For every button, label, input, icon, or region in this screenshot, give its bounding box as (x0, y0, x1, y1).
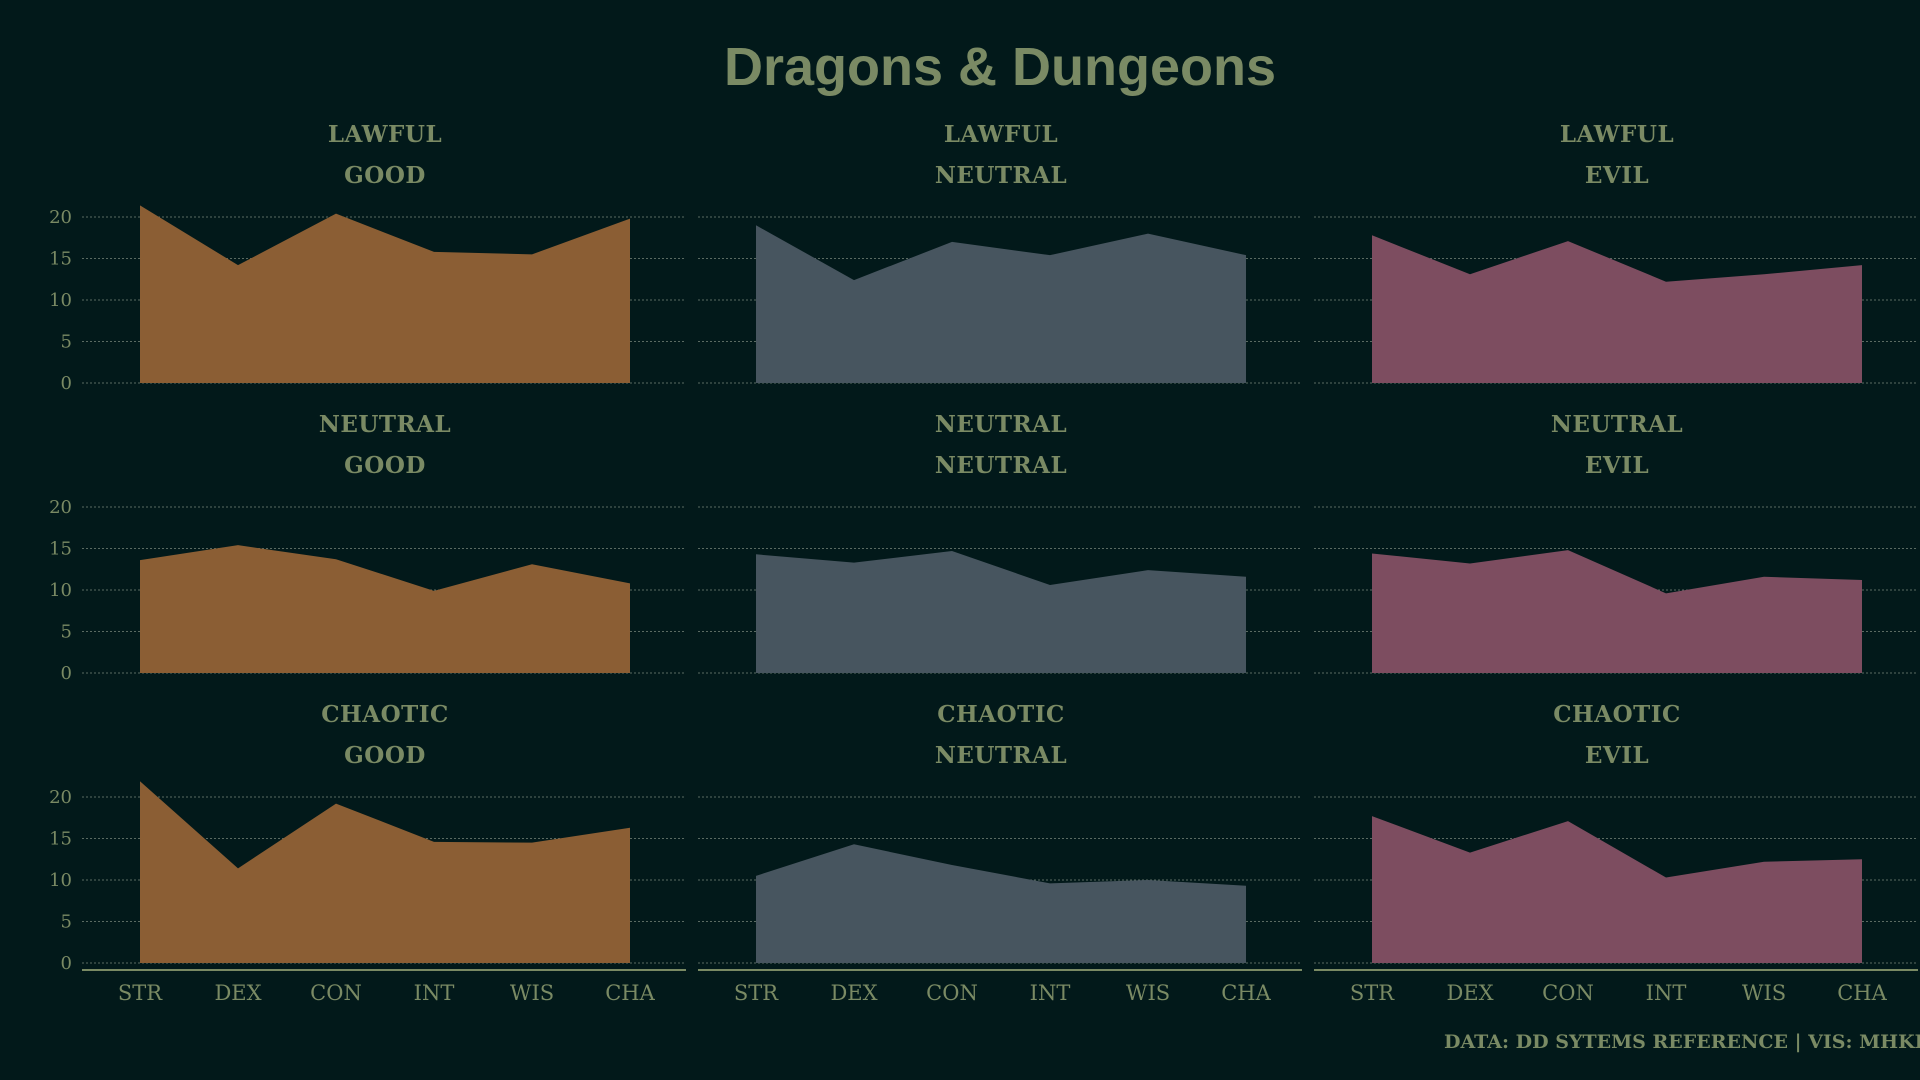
y-tick-label: 0 (61, 663, 72, 684)
x-tick-label: CON (926, 981, 978, 1005)
y-tick-label: 15 (49, 249, 72, 270)
panel-title-line2: GOOD (344, 452, 426, 479)
x-tick-label: DEX (830, 981, 877, 1005)
panel-title-line2: EVIL (1585, 452, 1649, 479)
panel-title-line1: NEUTRAL (1551, 411, 1683, 438)
panel-title-line2: NEUTRAL (935, 162, 1067, 189)
panel-title-line1: CHAOTIC (321, 701, 449, 728)
area-lawful-good (140, 205, 630, 383)
x-tick-label: CHA (1837, 981, 1887, 1005)
y-tick-label: 10 (49, 870, 72, 891)
y-tick-label: 20 (49, 497, 72, 518)
area-lawful-neutral (756, 225, 1246, 383)
panel-title-line1: LAWFUL (1560, 121, 1674, 148)
area-lawful-evil (1372, 235, 1862, 383)
data-source-caption: DATA: DD SYTEMS REFERENCE | VIS: MHKIRMI… (1444, 1031, 1920, 1053)
x-tick-label: DEX (214, 981, 261, 1005)
x-tick-label: WIS (510, 981, 554, 1005)
panel-title-line2: NEUTRAL (935, 742, 1067, 769)
y-tick-label: 10 (49, 580, 72, 601)
y-tick-label: 20 (49, 787, 72, 808)
panel-title-line2: GOOD (344, 162, 426, 189)
x-tick-label: CON (1542, 981, 1594, 1005)
area-neutral-good (140, 545, 630, 673)
y-tick-label: 15 (49, 539, 72, 560)
x-tick-label: STR (1350, 981, 1395, 1005)
y-tick-label: 0 (61, 373, 72, 394)
panel-title-line1: NEUTRAL (319, 411, 451, 438)
y-tick-label: 0 (61, 953, 72, 974)
x-tick-label: CHA (1221, 981, 1271, 1005)
x-tick-label: INT (414, 981, 455, 1005)
x-tick-label: STR (118, 981, 163, 1005)
x-tick-label: INT (1646, 981, 1687, 1005)
x-tick-label: CHA (605, 981, 655, 1005)
y-tick-label: 5 (61, 912, 72, 933)
x-tick-label: STR (734, 981, 779, 1005)
y-tick-label: 5 (61, 622, 72, 643)
x-tick-label: INT (1030, 981, 1071, 1005)
panel-title-line2: GOOD (344, 742, 426, 769)
panel-title-line1: NEUTRAL (935, 411, 1067, 438)
chart-title: Dragons & Dungeons (723, 37, 1277, 97)
x-tick-label: DEX (1446, 981, 1493, 1005)
panel-title-line2: EVIL (1585, 162, 1649, 189)
panel-title-line2: EVIL (1585, 742, 1649, 769)
y-tick-label: 10 (49, 290, 72, 311)
panel-title-line1: LAWFUL (944, 121, 1058, 148)
x-tick-label: WIS (1742, 981, 1786, 1005)
x-tick-label: CON (310, 981, 362, 1005)
panel-title-line1: CHAOTIC (1553, 701, 1681, 728)
y-tick-label: 5 (61, 332, 72, 353)
area-neutral-evil (1372, 550, 1862, 673)
y-tick-label: 20 (49, 207, 72, 228)
x-tick-label: WIS (1126, 981, 1170, 1005)
area-chaotic-evil (1372, 816, 1862, 963)
area-chaotic-neutral (756, 844, 1246, 963)
panel-title-line1: CHAOTIC (937, 701, 1065, 728)
panel-title-line2: NEUTRAL (935, 452, 1067, 479)
area-chaotic-good (140, 781, 630, 963)
area-neutral-neutral (756, 550, 1246, 673)
panel-title-line1: LAWFUL (328, 121, 442, 148)
y-tick-label: 15 (49, 829, 72, 850)
